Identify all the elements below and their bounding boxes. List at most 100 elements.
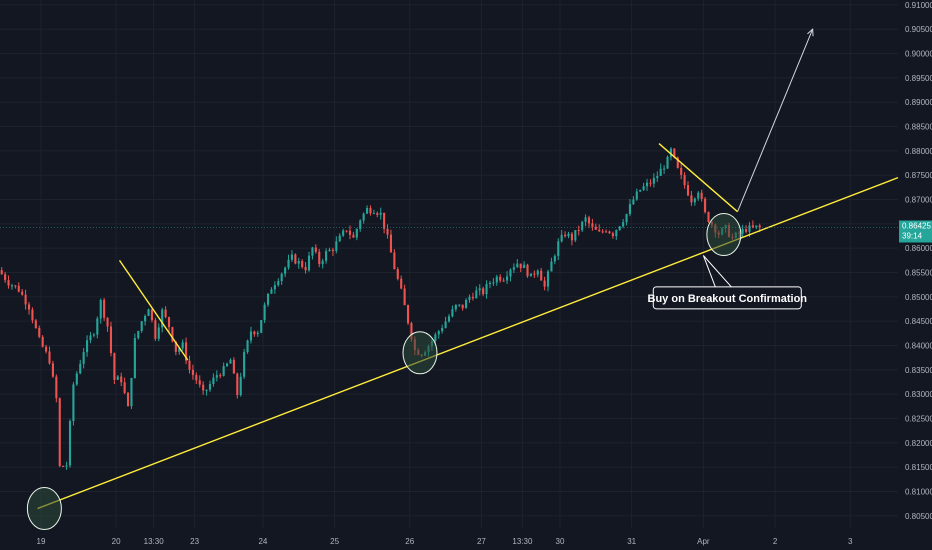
candle-body[interactable]	[212, 377, 215, 385]
candle-body[interactable]	[594, 226, 597, 230]
candle-body[interactable]	[62, 465, 65, 467]
candle-body[interactable]	[669, 148, 672, 157]
candle-body[interactable]	[58, 398, 61, 466]
candle-body[interactable]	[519, 263, 522, 269]
candle-body[interactable]	[335, 241, 338, 251]
candle-body[interactable]	[441, 327, 444, 332]
candle-body[interactable]	[673, 148, 676, 158]
candle-body[interactable]	[328, 249, 331, 252]
candle-body[interactable]	[362, 213, 365, 221]
candle-body[interactable]	[591, 223, 594, 227]
candle-body[interactable]	[232, 359, 235, 374]
candle-body[interactable]	[683, 174, 686, 186]
candle-body[interactable]	[509, 269, 512, 277]
candle-body[interactable]	[4, 274, 7, 281]
candle-body[interactable]	[48, 351, 51, 364]
candle-body[interactable]	[331, 249, 334, 251]
candle-body[interactable]	[164, 309, 167, 318]
candle-body[interactable]	[359, 220, 362, 230]
candle-body[interactable]	[7, 280, 10, 286]
candle-body[interactable]	[226, 363, 229, 367]
candle-body[interactable]	[229, 359, 232, 364]
candle-body[interactable]	[465, 299, 468, 309]
candle-body[interactable]	[557, 241, 560, 256]
candle-body[interactable]	[72, 384, 75, 422]
candle-body[interactable]	[246, 340, 249, 353]
candle-body[interactable]	[260, 320, 263, 333]
candle-body[interactable]	[284, 267, 287, 274]
candle-body[interactable]	[512, 267, 515, 270]
candle-body[interactable]	[550, 261, 553, 272]
candle-body[interactable]	[393, 252, 396, 270]
candle-body[interactable]	[447, 316, 451, 322]
candle-body[interactable]	[75, 373, 78, 385]
candle-body[interactable]	[564, 234, 567, 237]
candle-body[interactable]	[639, 189, 642, 192]
candle-body[interactable]	[676, 157, 679, 168]
candle-body[interactable]	[461, 304, 464, 309]
candle-body[interactable]	[174, 341, 177, 352]
candle-body[interactable]	[570, 233, 573, 241]
candle-body[interactable]	[123, 382, 126, 393]
candle-body[interactable]	[0, 270, 3, 275]
candle-body[interactable]	[478, 288, 481, 291]
candle-body[interactable]	[488, 282, 492, 284]
candle-body[interactable]	[526, 264, 529, 277]
candle-body[interactable]	[185, 342, 188, 361]
candle-body[interactable]	[605, 231, 608, 233]
candle-body[interactable]	[273, 285, 276, 290]
candle-body[interactable]	[540, 270, 543, 281]
candle-body[interactable]	[758, 225, 761, 228]
candle-body[interactable]	[744, 229, 748, 232]
candle-body[interactable]	[632, 199, 635, 205]
candle-body[interactable]	[389, 234, 393, 253]
candle-body[interactable]	[92, 334, 95, 336]
candle-body[interactable]	[352, 234, 355, 238]
candle-body[interactable]	[598, 229, 601, 232]
candle-body[interactable]	[502, 280, 505, 282]
candle-body[interactable]	[342, 230, 345, 236]
candle-body[interactable]	[208, 384, 212, 390]
candle-body[interactable]	[458, 304, 461, 306]
candle-body[interactable]	[601, 231, 604, 233]
candle-body[interactable]	[38, 327, 41, 337]
candle-body[interactable]	[321, 260, 324, 265]
candle-body[interactable]	[34, 320, 37, 328]
candle-body[interactable]	[649, 182, 652, 184]
candle-body[interactable]	[270, 289, 273, 294]
candle-body[interactable]	[437, 331, 440, 335]
candle-body[interactable]	[79, 363, 82, 374]
candle-body[interactable]	[495, 276, 498, 283]
candle-body[interactable]	[68, 421, 72, 466]
candle-body[interactable]	[628, 204, 632, 215]
candle-body[interactable]	[485, 283, 488, 295]
candle-body[interactable]	[318, 251, 321, 265]
candle-body[interactable]	[505, 276, 509, 281]
candle-body[interactable]	[748, 225, 751, 232]
candle-body[interactable]	[41, 336, 44, 347]
candle-body[interactable]	[529, 273, 533, 277]
candle-body[interactable]	[365, 208, 369, 214]
candle-body[interactable]	[587, 217, 591, 224]
candle-body[interactable]	[167, 317, 171, 328]
candle-body[interactable]	[618, 226, 621, 230]
candle-body[interactable]	[290, 254, 293, 260]
candle-body[interactable]	[386, 228, 389, 235]
candle-body[interactable]	[533, 273, 536, 275]
support-trendline[interactable]	[37, 176, 899, 510]
candle-body[interactable]	[516, 263, 519, 268]
candle-body[interactable]	[144, 315, 147, 322]
candle-body[interactable]	[147, 309, 150, 316]
candle-body[interactable]	[345, 230, 348, 232]
candle-body[interactable]	[656, 175, 659, 179]
resistance-trendline[interactable]	[118, 259, 189, 361]
candle-body[interactable]	[741, 229, 744, 234]
candle-body[interactable]	[256, 332, 259, 335]
candle-body[interactable]	[266, 293, 270, 305]
candle-body[interactable]	[14, 285, 17, 287]
candle-body[interactable]	[171, 327, 174, 342]
candle-body[interactable]	[376, 213, 379, 215]
candle-body[interactable]	[17, 285, 20, 292]
candle-body[interactable]	[120, 376, 123, 383]
